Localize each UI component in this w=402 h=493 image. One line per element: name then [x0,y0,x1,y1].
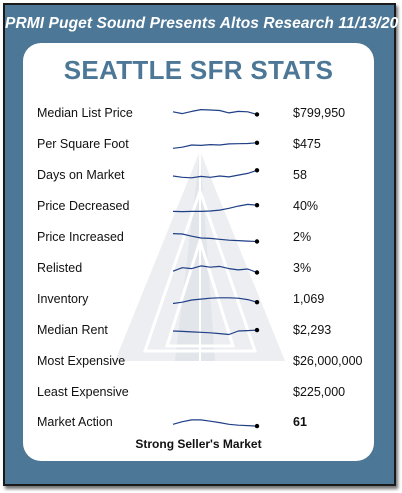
sparkline-end-dot [254,140,260,145]
stat-label: Market Action [37,415,113,429]
sparkline-line [172,297,258,305]
stat-value: 2% [293,230,312,244]
stat-label: Price Increased [37,230,124,244]
stat-label: Inventory [37,292,89,306]
stat-row: Price Increased 2% [23,227,374,251]
stat-value: 1,069 [293,292,325,306]
sparkline-end-dot [254,168,260,173]
stat-label: Days on Market [37,168,125,182]
stat-value: $225,000 [293,385,346,399]
sparkline-chart [172,108,260,117]
stat-row: Median List Price $799,950 [23,103,374,127]
stat-label: Least Expensive [37,385,129,399]
sparkline-line [172,233,258,243]
sparkline-chart [172,419,260,429]
stat-label: Most Expensive [37,354,126,368]
stat-row: Market Action 61 [23,412,374,436]
sparkline-line [172,419,258,427]
sparkline-line [172,108,258,115]
stat-row: Days on Market 58 [23,165,374,189]
stats-card: SEATTLE SFR STATS Median List Price $799,… [23,43,374,461]
stat-value: 3% [293,261,312,275]
stat-row: Price Decreased 40% [23,196,374,220]
stat-value: $2,293 [293,323,332,337]
header-title: PRMI Puget Sound Presents Altos Research… [5,15,399,32]
stat-label: Median Rent [37,323,108,337]
infographic-frame: PRMI Puget Sound Presents Altos Research… [3,3,399,486]
stat-row: Inventory 1,069 [23,289,374,313]
stat-row: Median Rent $2,293 [23,320,374,344]
sparkline-chart [172,265,260,275]
sparkline-end-dot [254,112,260,117]
stat-row: Least Expensive $225,000 [23,382,374,406]
sparkline-line [172,203,258,213]
stat-row: Most Expensive $26,000,000 [23,351,374,375]
sparkline-line [172,142,258,149]
stat-value: $475 [293,137,321,151]
stat-label: Relisted [37,261,83,275]
sparkline-chart [172,297,260,305]
stat-value: 40% [293,199,319,213]
stat-row: Per Square Foot $475 [23,134,374,158]
stat-label: Per Square Foot [37,137,129,151]
sparkline-chart [172,168,260,179]
sparkline-end-dot [254,270,260,275]
sparkline-line [172,265,258,274]
stat-value: $799,950 [293,106,346,120]
sparkline-chart [172,140,260,149]
stat-label: Price Decreased [37,199,130,213]
sparkline-end-dot [254,327,260,333]
stat-label: Median List Price [37,106,133,120]
sparkline-chart [172,203,260,213]
stat-value: 61 [293,415,307,429]
stat-value: $26,000,000 [293,354,363,368]
sparkline-chart [172,233,260,244]
sparkline-line [172,329,258,336]
triangular-building-logo-icon [115,151,285,361]
card-title: SEATTLE SFR STATS [63,55,334,85]
sparkline-end-dot [254,239,260,244]
sparkline-end-dot [254,300,260,305]
stat-row: Relisted 3% [23,258,374,282]
sparkline-end-dot [254,203,260,208]
market-note: Strong Seller's Market [135,437,262,451]
sparkline-line [172,169,258,179]
stat-value: 58 [293,168,307,182]
sparkline-end-dot [254,423,260,429]
sparkline-chart [172,327,260,336]
